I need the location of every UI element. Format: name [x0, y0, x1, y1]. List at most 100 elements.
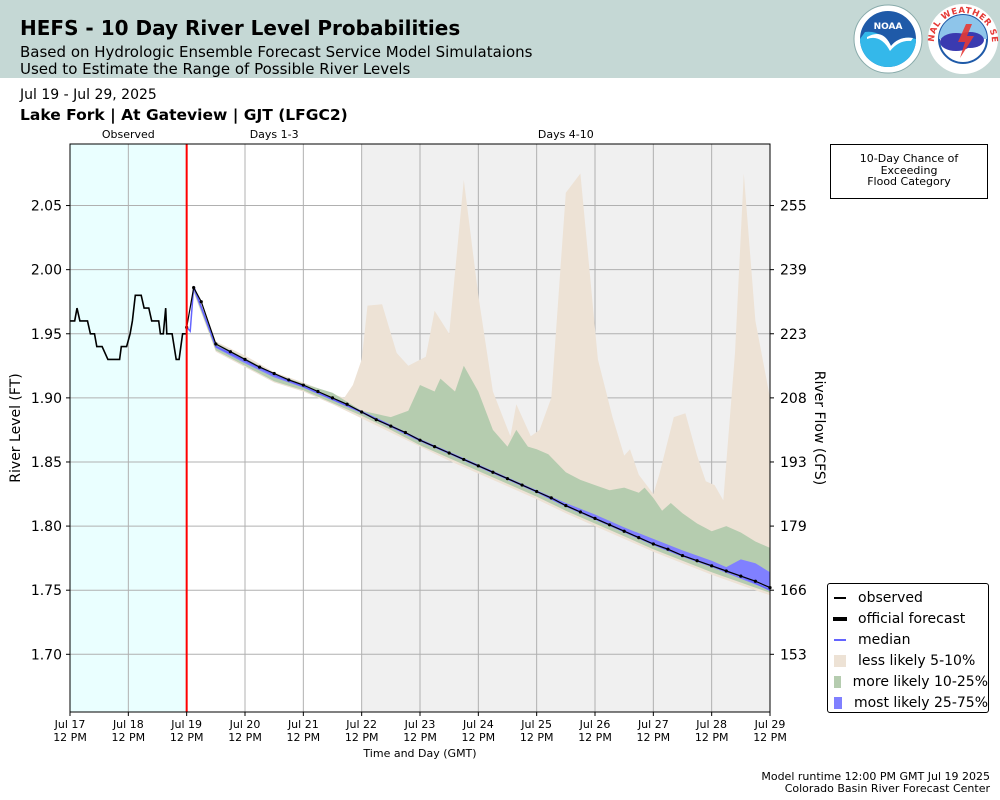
x-tick-sublabel-9: 12 PM — [578, 731, 612, 744]
official-forecast-point-18 — [432, 444, 437, 449]
legend-swatch-official — [834, 617, 846, 620]
official-forecast-point-30 — [607, 523, 612, 527]
y2-tick-label-0: 153 — [780, 647, 807, 663]
y2-tick-label-1: 166 — [780, 583, 807, 599]
y2-tick-label-4: 208 — [780, 391, 807, 407]
official-forecast-point-3 — [214, 342, 218, 346]
legend-label-most: most likely 25-75% — [853, 694, 988, 711]
y-axis-title: River Level (FT) — [8, 373, 24, 482]
exceedance-line-3: Flood Category — [867, 175, 951, 188]
x-tick-sublabel-12: 12 PM — [753, 731, 787, 744]
official-forecast-point-20 — [462, 457, 466, 462]
x-tick-label-0: Jul 17 — [54, 718, 86, 731]
official-forecast-point-2 — [199, 300, 203, 304]
y-tick-label-1: 1.75 — [31, 583, 62, 599]
legend-label-official: official forecast — [858, 610, 966, 627]
observed-line — [70, 294, 187, 361]
official-forecast-point-23 — [505, 477, 510, 481]
axes — [66, 143, 774, 716]
legend-item-official: official forecast — [834, 608, 988, 629]
y2-tick-label-6: 239 — [780, 263, 807, 279]
x-tick-label-10: Jul 27 — [637, 718, 669, 731]
y-tick-label-2: 1.80 — [31, 519, 62, 535]
exceedance-box: 10-Day Chance of Exceeding Flood Categor… — [830, 144, 988, 199]
y-tick-label-4: 1.90 — [31, 391, 62, 407]
x-tick-sublabel-6: 12 PM — [403, 731, 437, 744]
y-tick-label-6: 2.00 — [31, 263, 62, 279]
official-forecast-point-36 — [695, 559, 699, 563]
x-tick-label-4: Jul 21 — [287, 718, 319, 731]
x-tick-label-5: Jul 22 — [345, 718, 377, 731]
model-runtime: Model runtime 12:00 PM GMT Jul 19 2025 — [761, 770, 990, 783]
legend-swatch-median — [834, 638, 846, 641]
official-forecast-point-12 — [345, 402, 349, 406]
x-tick-label-7: Jul 24 — [462, 718, 494, 731]
official-forecast-point-25 — [535, 489, 539, 494]
official-forecast-point-8 — [287, 378, 291, 382]
official-forecast-point-26 — [549, 496, 553, 500]
x-tick-sublabel-2: 12 PM — [170, 731, 204, 744]
x-tick-sublabel-1: 12 PM — [112, 731, 146, 744]
legend-label-less: less likely 5-10% — [858, 652, 976, 669]
x-tick-sublabel-0: 12 PM — [53, 731, 87, 744]
location-title: Lake Fork | At Gateview | GJT (LFGC2) — [20, 106, 348, 124]
date-range: Jul 19 - Jul 29, 2025 — [20, 87, 157, 103]
official-forecast-point-6 — [257, 365, 262, 369]
x-axis-title: Time and Day (GMT) — [362, 747, 476, 760]
official-forecast-point-9 — [301, 383, 305, 387]
nws-logo: NATIONAL WEATHER SERVICE — [926, 2, 999, 74]
official-forecast-point-5 — [243, 357, 247, 362]
exceedance-line-1: 10-Day Chance of — [859, 152, 959, 165]
official-forecast-point-4 — [228, 350, 233, 354]
x-tick-label-9: Jul 26 — [579, 718, 611, 731]
y-tick-label-5: 1.95 — [31, 327, 62, 343]
official-forecast-point-34 — [666, 547, 670, 551]
official-forecast-point-11 — [330, 396, 335, 400]
noaa-logo: NOAA — [853, 4, 923, 74]
page-subtitle-1: Based on Hydrologic Ensemble Forecast Se… — [20, 43, 533, 61]
x-tick-label-3: Jul 20 — [229, 718, 261, 731]
official-forecast-point-37 — [710, 564, 714, 568]
official-forecast-point-39 — [739, 574, 743, 578]
band-more-likely — [186, 286, 770, 593]
official-forecast-point-7 — [272, 371, 276, 376]
official-forecast-point-35 — [680, 553, 685, 558]
official-forecast-point-19 — [447, 451, 451, 455]
period-label-1: Days 1-3 — [250, 128, 299, 141]
period-label-2: Days 4-10 — [538, 128, 594, 141]
page-subtitle-2: Used to Estimate the Range of Possible R… — [20, 60, 411, 78]
official-forecast-point-1 — [192, 286, 196, 290]
x-tick-label-8: Jul 25 — [520, 718, 552, 731]
official-forecast-point-29 — [593, 516, 597, 520]
y2-tick-label-5: 223 — [780, 327, 807, 343]
noaa-logo-text: NOAA — [874, 22, 903, 32]
legend-item-most: most likely 25-75% — [834, 692, 988, 713]
official-forecast-point-22 — [491, 470, 495, 474]
legend-label-observed: observed — [858, 589, 923, 606]
official-forecast-point-40 — [753, 579, 758, 583]
x-tick-label-11: Jul 28 — [695, 718, 727, 731]
official-forecast-point-14 — [374, 418, 378, 422]
official-forecast-point-13 — [360, 410, 364, 414]
y2-tick-label-2: 179 — [780, 519, 807, 535]
official-forecast-point-32 — [637, 536, 641, 540]
official-forecast-point-21 — [476, 464, 480, 468]
x-tick-sublabel-5: 12 PM — [345, 731, 379, 744]
y-tick-label-7: 2.05 — [31, 199, 62, 215]
legend-swatch-more — [834, 675, 841, 688]
legend-item-less: less likely 5-10% — [834, 650, 988, 671]
y-tick-label-0: 1.70 — [31, 647, 62, 663]
x-tick-sublabel-7: 12 PM — [462, 731, 496, 744]
official-forecast-point-10 — [316, 389, 320, 394]
x-tick-sublabel-4: 12 PM — [287, 731, 321, 744]
probability-bands — [186, 173, 770, 596]
forecast-center: Colorado Basin River Forecast Center — [784, 782, 990, 795]
period-label-0: Observed — [102, 128, 155, 141]
y2-tick-label-7: 255 — [780, 199, 807, 215]
series-lines — [70, 144, 772, 712]
official-forecast-point-38 — [724, 569, 728, 573]
legend-label-more: more likely 10-25% — [852, 673, 988, 690]
legend-swatch-observed — [834, 596, 846, 599]
